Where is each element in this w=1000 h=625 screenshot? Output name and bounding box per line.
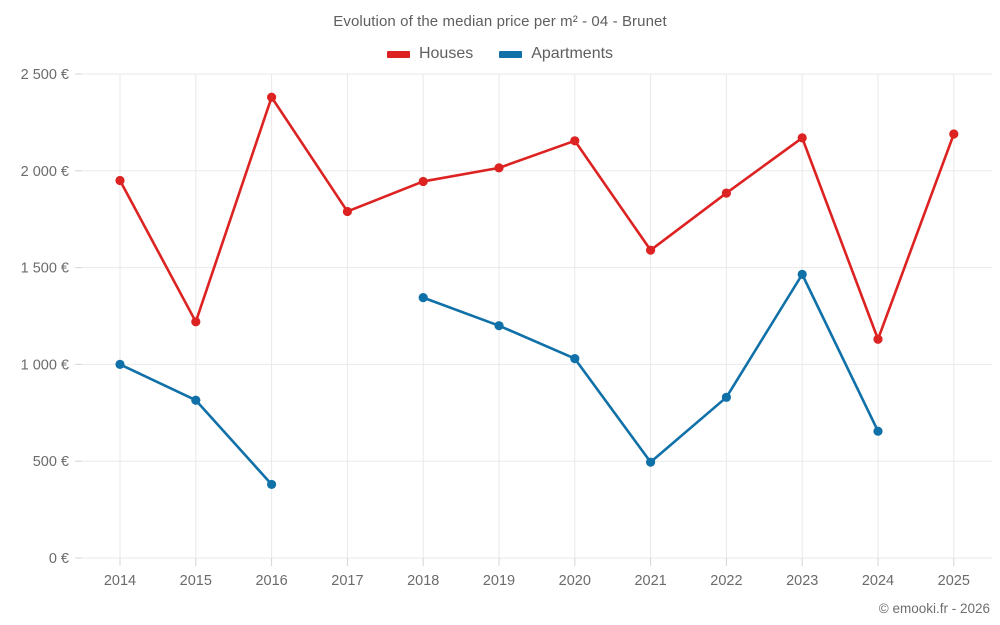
- y-axis-label: 1 000 €: [21, 357, 69, 373]
- data-point-houses[interactable]: [418, 176, 428, 187]
- y-axis-label: 1 500 €: [21, 261, 69, 277]
- data-point-apartments[interactable]: [418, 293, 428, 303]
- y-axis-label: 500 €: [33, 454, 69, 470]
- data-point-houses[interactable]: [721, 188, 732, 198]
- data-series-layer: [115, 92, 959, 490]
- x-axis-label: 2020: [559, 573, 591, 589]
- data-point-houses[interactable]: [949, 129, 959, 139]
- y-axis-labels: 0 € 500 € 1 000 € 1 500 € 2 000 € 2 500 €: [21, 67, 69, 567]
- legend-label-apartments: Apartments: [531, 45, 614, 62]
- data-point-houses[interactable]: [797, 133, 807, 143]
- legend-label-houses: Houses: [418, 45, 474, 62]
- x-axis-labels: 2014 2015 2016 2017 2018 2019 2020 2021 2022 2023…: [104, 573, 970, 589]
- footer-credit: © emooki.fr - 2026: [878, 601, 990, 616]
- data-point-apartments[interactable]: [797, 269, 807, 279]
- legend-swatch-icon-apartments: [499, 50, 523, 58]
- series-line-houses: [118, 95, 956, 341]
- chart-title: Evolution of the median price per m² - 0…: [333, 13, 667, 30]
- data-point-apartments[interactable]: [873, 426, 883, 436]
- y-axis-label: 2 500 €: [21, 67, 69, 83]
- x-axis-label: 2014: [104, 573, 136, 589]
- gridlines: [82, 73, 992, 559]
- legend-item-houses[interactable]: Houses: [386, 45, 474, 63]
- x-axis-label: 2018: [407, 573, 439, 589]
- data-point-apartments[interactable]: [191, 395, 201, 405]
- data-point-houses[interactable]: [873, 334, 883, 344]
- chart-legend: Houses Apartments: [0, 45, 1000, 63]
- data-point-houses[interactable]: [191, 317, 201, 327]
- x-axis-label: 2017: [331, 573, 363, 589]
- x-axis-label: 2019: [483, 573, 515, 589]
- legend-swatch-icon-houses: [386, 50, 410, 58]
- data-point-houses[interactable]: [267, 92, 277, 102]
- axis-ticks: [75, 73, 955, 566]
- data-point-apartments[interactable]: [267, 479, 277, 490]
- y-axis-label: 0 €: [49, 551, 69, 567]
- data-point-apartments[interactable]: [646, 457, 656, 467]
- data-point-apartments[interactable]: [494, 321, 504, 331]
- data-point-houses[interactable]: [115, 175, 125, 186]
- x-axis-label: 2024: [862, 573, 894, 589]
- data-point-houses[interactable]: [570, 136, 580, 146]
- x-axis-label: 2016: [255, 573, 287, 589]
- data-point-houses[interactable]: [342, 206, 352, 217]
- data-point-apartments[interactable]: [115, 359, 125, 369]
- x-axis-label: 2022: [710, 573, 742, 589]
- x-axis-label: 2021: [634, 573, 666, 589]
- data-point-houses[interactable]: [646, 245, 656, 255]
- data-point-houses[interactable]: [494, 163, 504, 173]
- x-axis-label: 2025: [938, 573, 970, 589]
- x-axis-label: 2023: [786, 573, 818, 589]
- y-axis-label: 2 000 €: [21, 164, 69, 180]
- data-point-apartments[interactable]: [570, 353, 580, 364]
- data-point-apartments[interactable]: [721, 392, 732, 402]
- legend-item-apartments[interactable]: Apartments: [499, 45, 613, 63]
- x-axis-label: 2015: [180, 573, 212, 589]
